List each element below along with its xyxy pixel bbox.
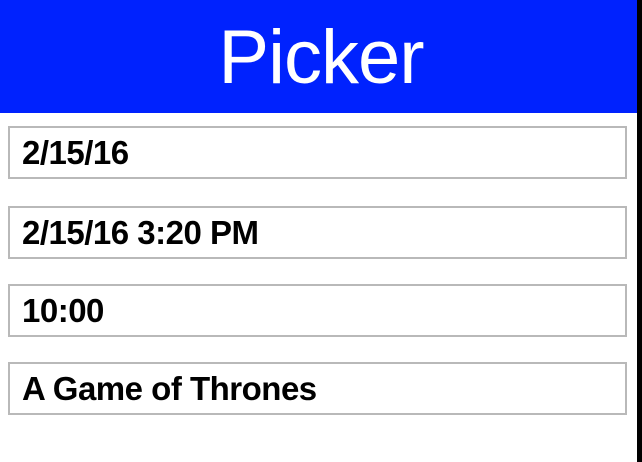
navigation-bar: Picker [0, 0, 642, 113]
custom-picker-field-value: A Game of Thrones [22, 369, 317, 407]
timer-field-value: 10:00 [22, 291, 104, 329]
timer-field[interactable]: 10:00 [8, 284, 627, 337]
datetime-field[interactable]: 2/15/16 3:20 PM [8, 206, 627, 259]
datetime-field-value: 2/15/16 3:20 PM [22, 213, 259, 251]
screen-right-border [637, 0, 642, 462]
date-field-value: 2/15/16 [22, 133, 129, 171]
page-title: Picker [218, 14, 424, 100]
custom-picker-field[interactable]: A Game of Thrones [8, 362, 627, 415]
date-field[interactable]: 2/15/16 [8, 126, 627, 179]
